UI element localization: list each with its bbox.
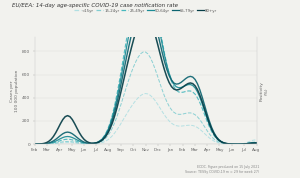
- Legend: <15yr, 15-24yr, 25-49yr, 50-64yr, 65-79yr, 80+yr: <15yr, 15-24yr, 25-49yr, 50-64yr, 65-79y…: [72, 7, 219, 14]
- Y-axis label: Cases per
100 000 population: Cases per 100 000 population: [11, 70, 19, 112]
- Text: ECDC. Figure produced on 15 July 2021
Source: TESSy COVID-19 m = 29 for week 27): ECDC. Figure produced on 15 July 2021 So…: [185, 165, 260, 174]
- Text: EU/EEA: 14-day age-specific COVID-19 case notification rate: EU/EEA: 14-day age-specific COVID-19 cas…: [12, 3, 178, 8]
- Y-axis label: Positivity
(%): Positivity (%): [259, 81, 268, 101]
